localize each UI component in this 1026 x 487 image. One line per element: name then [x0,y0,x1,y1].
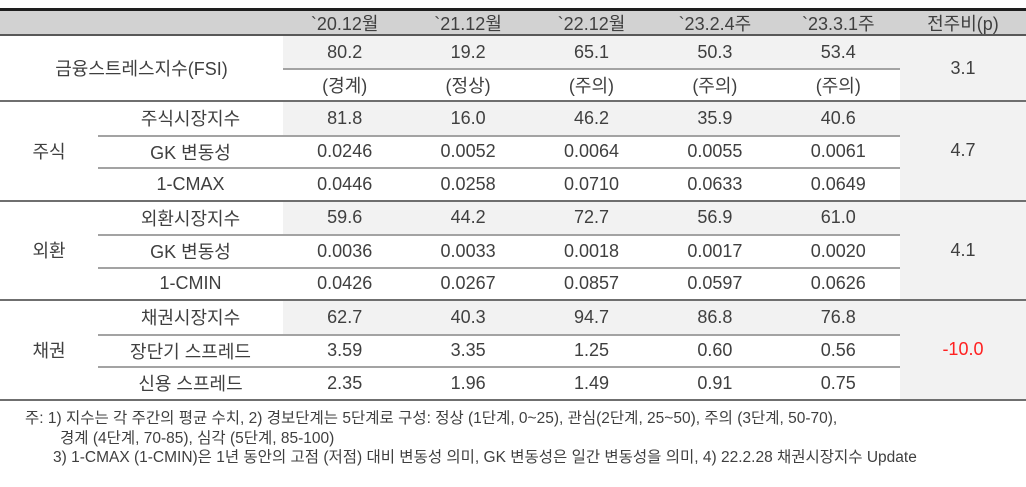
fsi-value: 19.2 [406,36,530,68]
fsi-wow-value: 3.1 [899,36,1026,100]
table-cell: 16.0 [406,102,530,135]
fsi-grade: (정상) [406,68,530,100]
table-cell: 0.0033 [406,234,530,267]
column-header-2012: `20.12월 [310,13,379,34]
footnotes: 주: 1) 지수는 각 주간의 평균 수치, 2) 경보단계는 5단계로 구성:… [0,409,1026,468]
table-cell: 0.0036 [283,234,407,267]
table-cell: 0.0052 [406,134,530,168]
table-cell: 46.2 [529,102,654,135]
table-cell: 1.25 [529,333,654,367]
table-cell: 0.0267 [406,266,530,300]
stock-wow-value: 4.7 [899,102,1026,200]
footnote-line: 경계 (4단계, 70-85), 심각 (5단계, 85-100) [60,429,335,447]
table-cell: 0.0258 [406,167,530,200]
fsi-value: 50.3 [653,36,777,68]
row-label: 주식시장지수 [140,109,241,130]
bond-wow-value: -10.0 [899,301,1026,399]
table-header-row: `20.12월 `21.12월 `22.12월 `23.2.4주 `23.3.1… [0,8,1026,36]
table-cell: 0.75 [776,366,900,399]
table-cell: 0.0857 [529,266,654,300]
bond-section: 채권 -10.0 채권시장지수 62.7 40.3 94.7 86.8 76.8… [0,299,1026,401]
row-label: 외환시장지수 [140,208,241,229]
fsi-value: 65.1 [529,36,654,68]
table-cell: 62.7 [283,301,407,334]
row-label: 채권시장지수 [140,308,241,329]
table-cell: 0.0061 [776,134,900,168]
group-label-stock: 주식 [32,141,66,162]
table-cell: 0.0649 [776,167,900,200]
table-cell: 0.0710 [529,167,654,200]
table-cell: 72.7 [529,201,654,234]
column-header-2331: `23.3.1주 [801,13,875,34]
fsi-grade: (주의) [653,68,777,100]
table-cell: 76.8 [776,301,900,334]
column-header-2212: `22.12월 [557,13,626,34]
column-header-wow: 전주비(p) [927,13,999,34]
fx-section: 외환 4.1 외환시장지수 59.6 44.2 72.7 56.9 61.0 G… [0,199,1026,300]
table-cell: 0.56 [776,333,900,367]
row-label: 1-CMAX [98,167,283,200]
table-cell: 0.0633 [653,167,777,200]
row-label: GK 변동성 [98,234,283,267]
table-cell: 0.0446 [283,167,407,200]
table-cell: 2.35 [283,366,407,399]
header-spacer [0,11,283,34]
table-cell: 61.0 [776,201,900,234]
table-cell: 3.59 [283,333,407,367]
table-cell: 0.0626 [776,266,900,300]
table-cell: 40.3 [406,301,530,334]
row-label: 신용 스프레드 [98,366,283,399]
row-label: 장단기 스프레드 [98,333,283,367]
table-cell: 0.0055 [653,134,777,168]
table-cell: 40.6 [776,102,900,135]
table-cell: 3.35 [406,333,530,367]
table-cell: 1.49 [529,366,654,399]
group-label-fx: 외환 [32,241,66,262]
row-label: GK 변동성 [98,134,283,168]
table-cell: 0.0020 [776,234,900,267]
group-label-bond: 채권 [32,340,66,361]
fsi-table: `20.12월 `21.12월 `22.12월 `23.2.4주 `23.3.1… [0,8,1026,401]
table-cell: 0.0246 [283,134,407,168]
table-cell: 0.0426 [283,266,407,300]
table-cell: 86.8 [653,301,777,334]
fsi-section: 금융스트레스지수(FSI) 80.2 19.2 65.1 50.3 53.4 3… [0,36,1026,100]
fsi-value: 53.4 [776,36,900,68]
fsi-grade: (경계) [283,68,407,100]
fsi-grade: (주의) [776,68,900,100]
row-label: 1-CMIN [98,266,283,300]
table-cell: 0.0064 [529,134,654,168]
table-cell: 35.9 [653,102,777,135]
footnote-line: 3) 1-CMAX (1-CMIN)은 1년 동안의 고점 (저점) 대비 변동… [53,449,917,466]
fsi-row-label: 금융스트레스지수(FSI) [55,59,228,79]
table-cell: 0.0018 [529,234,654,267]
table-cell: 0.60 [653,333,777,367]
table-cell: 0.0017 [653,234,777,267]
table-cell: 0.91 [653,366,777,399]
table-cell: 81.8 [283,102,407,135]
stock-section: 주식 4.7 주식시장지수 81.8 16.0 46.2 35.9 40.6 G… [0,100,1026,200]
table-cell: 1.96 [406,366,530,399]
table-cell: 44.2 [406,201,530,234]
column-header-2324: `23.2.4주 [678,13,752,34]
table-cell: 94.7 [529,301,654,334]
table-cell: 0.0597 [653,266,777,300]
footnote-line: 주: 1) 지수는 각 주간의 평균 수치, 2) 경보단계는 5단계로 구성:… [25,410,838,427]
table-cell: 59.6 [283,201,407,234]
table-cell: 56.9 [653,201,777,234]
fsi-grade: (주의) [529,68,654,100]
column-header-2112: `21.12월 [434,13,502,34]
fx-wow-value: 4.1 [899,201,1026,299]
fsi-value: 80.2 [283,36,407,68]
